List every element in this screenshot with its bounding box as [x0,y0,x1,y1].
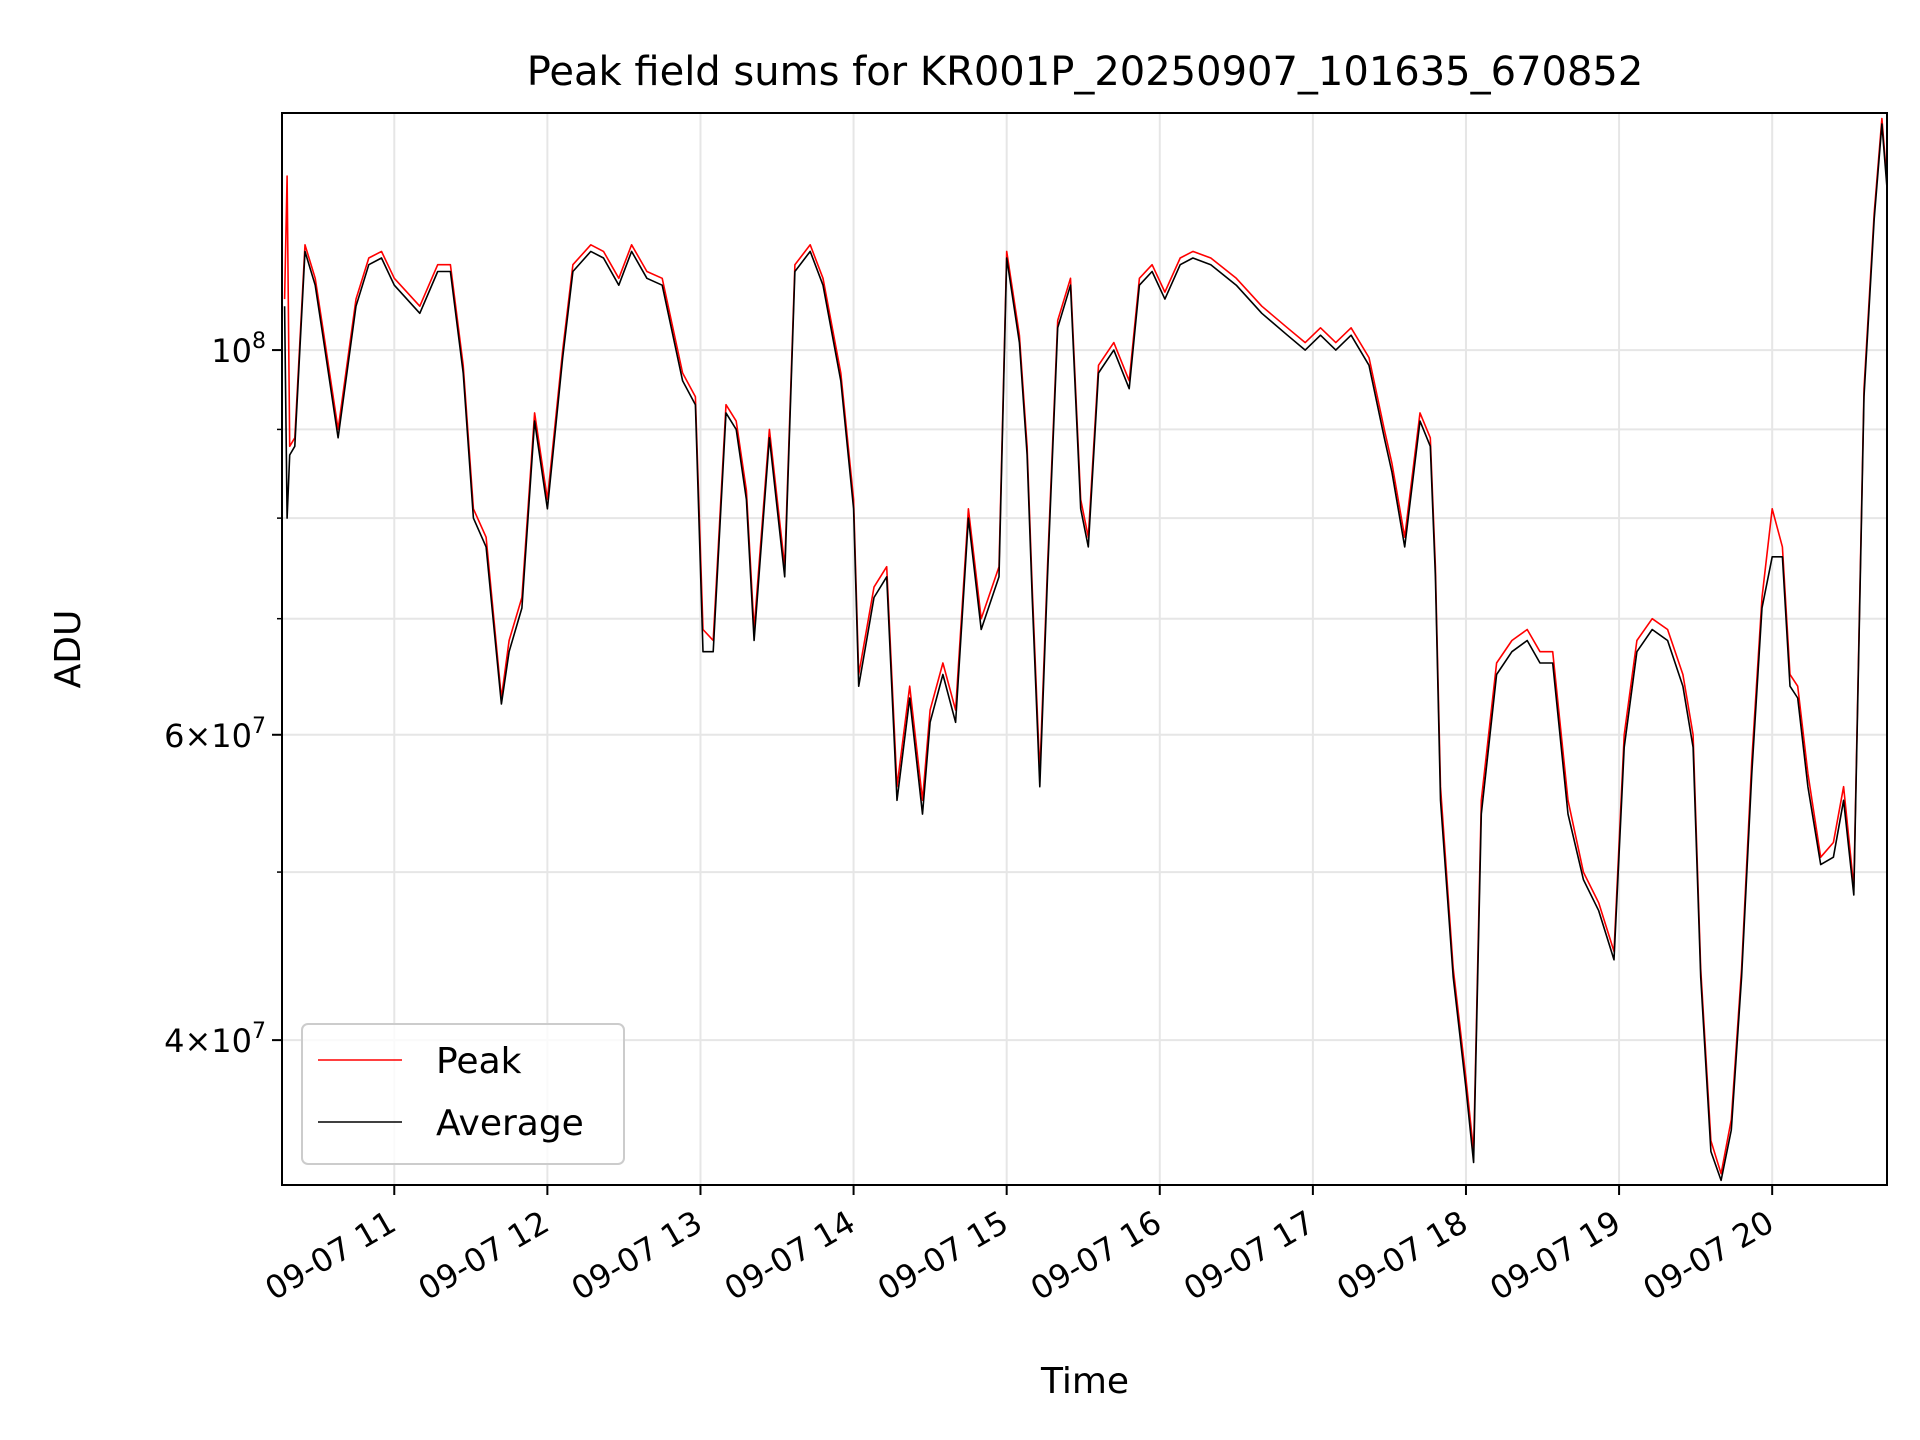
chart-title: Peak field sums for KR001P_20250907_1016… [527,49,1644,95]
x-tick-label: 09-07 13 [565,1203,709,1308]
x-tick-label: 09-07 17 [1177,1203,1321,1308]
legend: Peak Average [301,1023,625,1165]
y-tick-label: 4×107 [164,1019,266,1060]
y-tick-label: 108 [211,329,266,370]
x-axis: 09-07 11 09-07 12 09-07 13 09-07 14 09-07 15… [259,1185,1781,1308]
x-tick-label: 09-07 15 [871,1203,1015,1308]
legend-label-peak: Peak [436,1041,522,1082]
x-tick-label: 09-07 14 [718,1203,862,1308]
x-tick-label: 09-07 12 [412,1203,556,1308]
x-tick-label: 09-07 16 [1024,1203,1168,1308]
plot-frame [281,112,1888,1186]
y-axis: 108 6×107 4×107 [164,329,282,1060]
legend-box [301,1023,625,1165]
x-tick-label: 09-07 20 [1637,1203,1781,1308]
x-axis-label: Time [1040,1361,1129,1402]
plot-area [283,117,1888,1182]
legend-label-average: Average [436,1103,584,1144]
x-tick-label: 09-07 11 [259,1203,403,1308]
x-tick-label: 09-07 18 [1330,1203,1474,1308]
series-line-peak [283,117,1888,1175]
y-axis-label: ADU [48,610,89,689]
series-line-average [283,123,1888,1182]
y-tick-label: 6×107 [164,714,266,755]
x-tick-label: 09-07 19 [1483,1203,1627,1308]
